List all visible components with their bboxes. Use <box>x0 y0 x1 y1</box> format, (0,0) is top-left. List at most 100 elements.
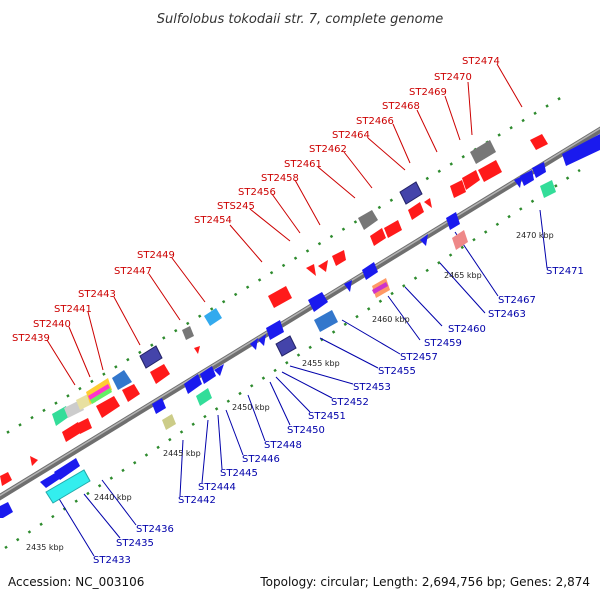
gene-label: ST2456 <box>238 187 276 198</box>
gene-feature <box>520 170 534 186</box>
gene-label: ST2457 <box>400 352 438 363</box>
gene-label: ST2446 <box>242 454 280 465</box>
gene-feature <box>344 280 352 292</box>
scale-label: 2460 kbp <box>372 315 410 324</box>
gene-label: ST2458 <box>261 173 299 184</box>
gene-label: ST2464 <box>332 130 370 141</box>
gene-label: ST2454 <box>194 215 232 226</box>
scale-labels: 2435 kbp 2440 kbp 2445 kbp 2450 kbp 2455… <box>26 231 554 552</box>
gene-feature <box>399 181 423 205</box>
gene-feature <box>204 308 222 326</box>
gene-feature <box>162 414 176 430</box>
gene-feature <box>0 472 12 486</box>
gene-label: ST2467 <box>498 295 536 306</box>
gene-feature <box>332 250 346 266</box>
gene-feature <box>275 335 297 357</box>
gene-feature <box>384 220 402 238</box>
gene-label: ST2433 <box>93 555 131 566</box>
scale-label: 2445 kbp <box>163 449 201 458</box>
gene-feature <box>452 230 468 250</box>
gene-feature <box>362 262 378 280</box>
gene-label: ST2444 <box>198 482 236 493</box>
gene-label: ST2461 <box>284 159 322 170</box>
gene-feature <box>200 366 216 384</box>
gene-feature <box>470 140 496 164</box>
scale-label: 2440 kbp <box>94 493 132 502</box>
gene-feature <box>372 282 388 294</box>
gene-label: ST2453 <box>353 382 391 393</box>
gene-feature <box>358 210 378 230</box>
gene-label: ST2474 <box>462 56 500 67</box>
gene-feature <box>152 398 166 414</box>
gene-feature <box>424 198 432 208</box>
gene-label: ST2442 <box>178 495 216 506</box>
gene-feature <box>76 418 92 434</box>
gene-feature <box>530 134 548 150</box>
gene-feature <box>0 502 13 518</box>
gene-feature <box>139 345 163 369</box>
gene-feature <box>196 388 212 406</box>
gene-label: ST2441 <box>54 304 92 315</box>
gene-feature <box>314 310 338 332</box>
gene-feature <box>62 422 82 442</box>
gene-feature <box>30 456 38 466</box>
gene-feature <box>122 384 140 402</box>
gene-label: STS245 <box>217 201 255 212</box>
gene-label: ST2440 <box>33 319 71 330</box>
gene-feature <box>408 202 424 220</box>
gene-label: ST2452 <box>331 397 369 408</box>
scale-label: 2455 kbp <box>302 359 340 368</box>
gene-label: ST2443 <box>78 289 116 300</box>
gene-feature <box>450 180 466 198</box>
gene-feature <box>194 346 200 354</box>
gene-label: ST2466 <box>356 116 394 127</box>
gene-feature <box>214 364 224 376</box>
accession-text: Accession: NC_003106 <box>8 575 144 589</box>
gene-feature <box>540 180 556 198</box>
map-title: Sulfolobus tokodaii str. 7, complete gen… <box>157 12 443 27</box>
gene-feature <box>54 458 80 480</box>
gene-feature <box>88 384 110 400</box>
gene-feature <box>562 134 600 166</box>
gene-feature <box>150 364 170 384</box>
gene-feature <box>462 170 480 190</box>
gene-feature <box>250 338 258 350</box>
gene-label: ST2468 <box>382 101 420 112</box>
gene-label: ST2469 <box>409 87 447 98</box>
gene-features <box>0 134 600 518</box>
genome-summary-text: Topology: circular; Length: 2,694,756 bp… <box>259 575 590 589</box>
gene-feature <box>90 388 112 404</box>
gene-feature <box>446 212 460 230</box>
gene-feature <box>478 160 502 182</box>
gene-label: ST2436 <box>136 524 174 535</box>
gene-label: ST2435 <box>116 538 154 549</box>
gene-feature <box>306 264 316 276</box>
inner-tick-line <box>4 168 581 550</box>
gene-label: ST2448 <box>264 440 302 451</box>
genome-backbone <box>0 126 600 501</box>
scale-label: 2470 kbp <box>516 231 554 240</box>
gene-feature <box>532 162 546 178</box>
gene-label: ST2459 <box>424 338 462 349</box>
gene-feature <box>96 396 120 418</box>
gene-label: ST2451 <box>308 411 346 422</box>
gene-label: ST2449 <box>137 250 175 261</box>
gene-feature <box>184 374 202 394</box>
reverse-gene-labels: ST2433 ST2435 ST2436 ST2442 ST2444 ST244… <box>93 266 584 566</box>
gene-feature <box>268 286 292 308</box>
gene-feature <box>182 326 194 340</box>
gene-feature <box>45 469 91 504</box>
forward-gene-labels: ST2439 ST2440 ST2441 ST2443 ST2447 ST244… <box>12 56 500 344</box>
gene-feature <box>112 370 132 390</box>
gene-feature <box>258 334 266 346</box>
gene-label: ST2450 <box>287 425 325 436</box>
scale-label: 2465 kbp <box>444 271 482 280</box>
gene-feature <box>308 292 328 312</box>
leader-lines <box>46 63 548 557</box>
gene-feature <box>420 234 428 246</box>
gene-feature <box>370 228 386 246</box>
gene-label: ST2439 <box>12 333 50 344</box>
gene-label: ST2447 <box>114 266 152 277</box>
